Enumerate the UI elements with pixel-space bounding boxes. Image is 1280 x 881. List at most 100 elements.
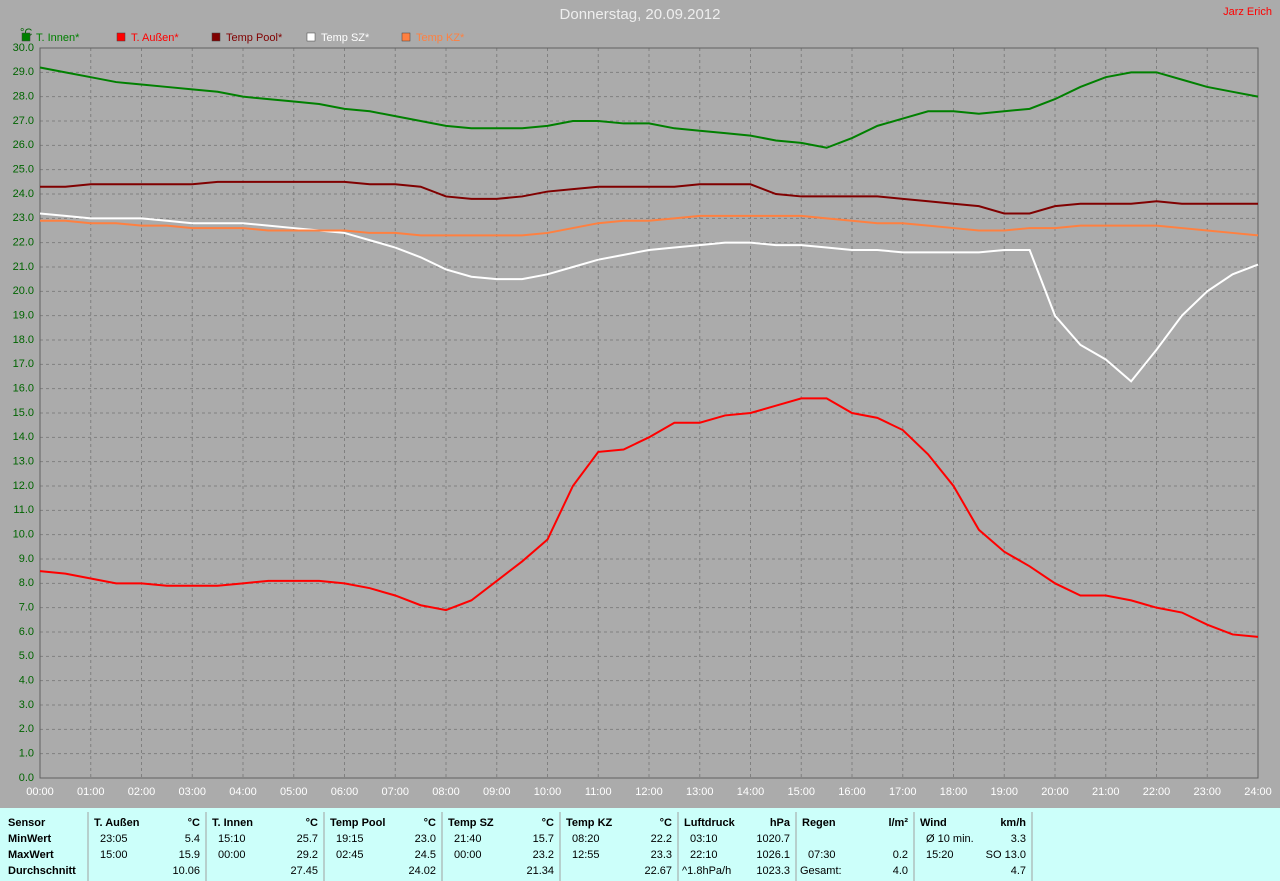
table-cell: Wind: [920, 817, 947, 829]
y-tick-label: 16.0: [13, 383, 34, 395]
table-cell: 15.9: [179, 849, 200, 861]
author: Jarz Erich: [1223, 6, 1272, 18]
table-cell: 5.4: [185, 833, 200, 845]
table-cell: 22.67: [644, 865, 672, 877]
x-tick-label: 00:00: [26, 786, 54, 798]
table-cell: 23:05: [100, 833, 128, 845]
table-cell: 19:15: [336, 833, 364, 845]
table-cell: 24.02: [408, 865, 436, 877]
y-tick-label: 3.0: [19, 699, 34, 711]
x-tick-label: 06:00: [331, 786, 359, 798]
x-tick-label: 05:00: [280, 786, 308, 798]
table-cell: Temp Pool: [330, 817, 385, 829]
y-tick-label: 8.0: [19, 577, 34, 589]
x-tick-label: 03:00: [178, 786, 206, 798]
table-cell: Ø 10 min.: [926, 833, 974, 845]
table-cell: MaxWert: [8, 849, 54, 861]
x-tick-label: 10:00: [534, 786, 562, 798]
series-line: [40, 214, 1259, 237]
y-tick-label: 2.0: [19, 723, 34, 735]
legend-label: Temp KZ*: [416, 32, 465, 44]
table-cell: T. Außen: [94, 817, 140, 829]
table-cell: 15:20: [926, 849, 954, 861]
table-cell: Gesamt:: [800, 865, 842, 877]
y-tick-label: 12.0: [13, 480, 34, 492]
table-cell: SO 13.0: [986, 849, 1026, 861]
table-cell: °C: [306, 817, 318, 829]
y-tick-label: 30.0: [13, 42, 34, 54]
table-cell: ^1.8hPa/h: [682, 865, 731, 877]
table-cell: Luftdruck: [684, 817, 736, 829]
legend-swatch: [306, 32, 316, 42]
y-tick-label: 28.0: [13, 91, 34, 103]
legend-swatch: [211, 32, 221, 42]
series-line: [39, 397, 1259, 638]
table-cell: 15.7: [533, 833, 554, 845]
table-cell: 23.3: [651, 849, 672, 861]
x-tick-label: 09:00: [483, 786, 511, 798]
y-tick-label: 22.0: [13, 237, 34, 249]
x-tick-label: 08:00: [432, 786, 460, 798]
x-tick-label: 04:00: [229, 786, 257, 798]
table-cell: l/m²: [888, 817, 908, 829]
y-tick-label: 0.0: [19, 772, 34, 784]
table-cell: 22.2: [651, 833, 672, 845]
table-cell: 4.0: [893, 865, 908, 877]
table-cell: 24.5: [415, 849, 436, 861]
table-cell: 03:10: [690, 833, 718, 845]
y-tick-label: 20.0: [13, 285, 34, 297]
y-tick-label: 26.0: [13, 139, 34, 151]
legend-label: Temp SZ*: [321, 32, 370, 44]
table-cell: 21.34: [526, 865, 554, 877]
series-line: [39, 66, 1259, 149]
x-tick-label: 24:00: [1244, 786, 1272, 798]
table-cell: 10.06: [172, 865, 200, 877]
table-cell: 15:00: [100, 849, 128, 861]
x-tick-label: 02:00: [128, 786, 156, 798]
y-tick-label: 29.0: [13, 66, 34, 78]
x-tick-label: 22:00: [1143, 786, 1171, 798]
table-cell: km/h: [1000, 817, 1026, 829]
legend-swatch: [401, 32, 411, 42]
y-tick-label: 4.0: [19, 675, 34, 687]
y-tick-label: 24.0: [13, 188, 34, 200]
plot-border: [39, 47, 1259, 779]
y-tick-label: 19.0: [13, 310, 34, 322]
table-cell: 08:20: [572, 833, 600, 845]
x-tick-label: 13:00: [686, 786, 714, 798]
x-tick-label: 11:00: [585, 786, 612, 798]
table-cell: MinWert: [8, 833, 52, 845]
y-tick-label: 17.0: [13, 358, 34, 370]
y-tick-label: 7.0: [19, 602, 34, 614]
x-tick-label: 07:00: [381, 786, 409, 798]
x-tick-label: 12:00: [635, 786, 663, 798]
table-cell: 15:10: [218, 833, 246, 845]
legend-swatch: [21, 32, 31, 42]
table-cell: °C: [424, 817, 436, 829]
stats-background: [0, 808, 1280, 881]
x-tick-label: 18:00: [940, 786, 968, 798]
table-cell: 07:30: [808, 849, 836, 861]
y-tick-label: 10.0: [13, 529, 34, 541]
table-cell: 22:10: [690, 849, 718, 861]
table-cell: 3.3: [1011, 833, 1026, 845]
table-cell: 00:00: [218, 849, 246, 861]
table-cell: Regen: [802, 817, 836, 829]
x-tick-label: 14:00: [737, 786, 765, 798]
x-tick-label: 19:00: [990, 786, 1018, 798]
y-tick-label: 11.0: [13, 504, 34, 516]
table-cell: T. Innen: [212, 817, 253, 829]
table-cell: Sensor: [8, 817, 46, 829]
y-tick-label: 25.0: [13, 164, 34, 176]
table-cell: 23.0: [415, 833, 436, 845]
table-cell: Temp SZ: [448, 817, 494, 829]
legend-label: T. Innen*: [36, 32, 80, 44]
y-tick-label: 15.0: [13, 407, 34, 419]
table-cell: 00:00: [454, 849, 482, 861]
table-cell: 02:45: [336, 849, 364, 861]
y-tick-label: 13.0: [13, 456, 34, 468]
table-cell: 1023.3: [756, 865, 790, 877]
y-tick-label: 14.0: [13, 431, 34, 443]
table-cell: 29.2: [297, 849, 318, 861]
